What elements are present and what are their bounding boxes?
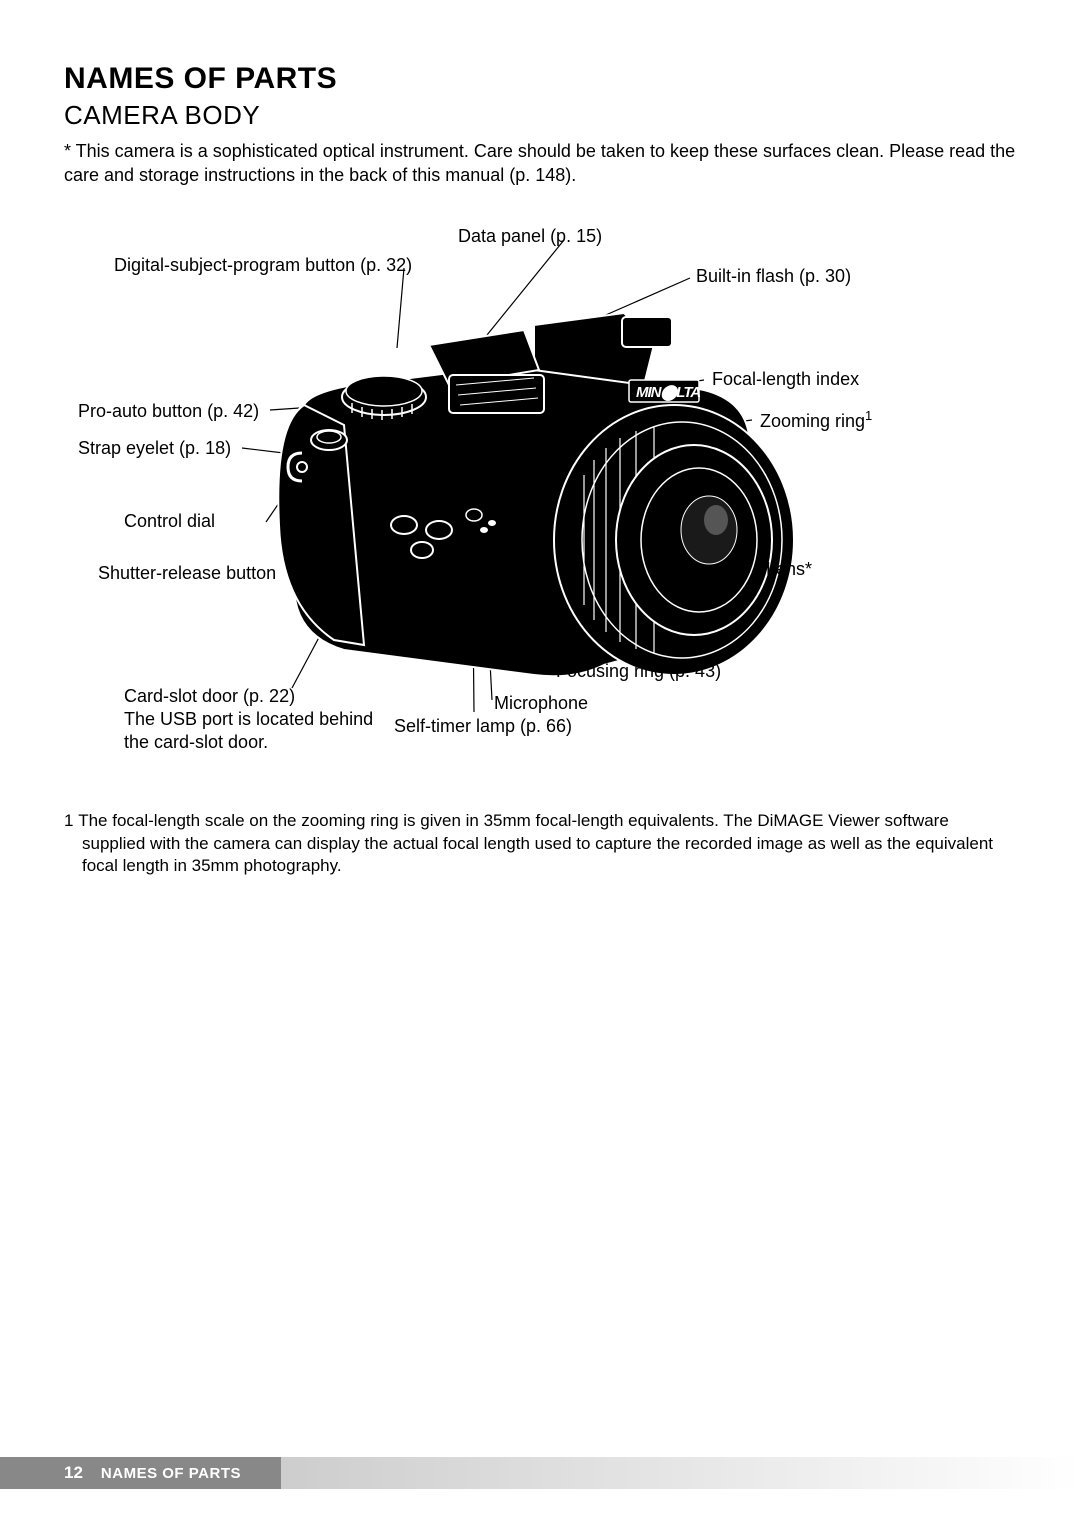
label-dsp-button: Digital-subject-program button (p. 32) (114, 254, 412, 277)
camera-diagram: MIN⬤LTA Data panel (p. 15) Digital-subje… (64, 210, 1016, 770)
label-built-in-flash: Built-in flash (p. 30) (696, 265, 851, 288)
label-focal-length-index: Focal-length index (712, 368, 859, 391)
page-subtitle: CAMERA BODY (64, 100, 1016, 131)
label-shutter-release: Shutter-release button (98, 562, 276, 585)
footnote: 1 The focal-length scale on the zooming … (64, 810, 1016, 879)
label-pro-auto: Pro-auto button (p. 42) (78, 400, 259, 423)
label-control-dial: Control dial (124, 510, 215, 533)
label-lens: Lens* (766, 558, 812, 581)
intro-text: * This camera is a sophisticated optical… (64, 139, 1016, 188)
label-zooming-ring: Zooming ring1 (760, 408, 872, 433)
footer-bar: 12 NAMES OF PARTS (0, 1457, 1080, 1489)
footer-section-name: NAMES OF PARTS (101, 1465, 241, 1482)
label-focusing-ring: Focusing ring (p. 43) (556, 660, 721, 683)
label-strap-eyelet: Strap eyelet (p. 18) (78, 437, 231, 460)
label-self-timer: Self-timer lamp (p. 66) (394, 715, 572, 738)
label-microphone: Microphone (494, 692, 588, 715)
page-title: NAMES OF PARTS (64, 62, 1016, 96)
label-card-slot: Card-slot door (p. 22) The USB port is l… (124, 685, 384, 755)
footer-page-number: 12 (64, 1463, 83, 1483)
svg-text:MIN⬤LTA: MIN⬤LTA (636, 384, 700, 402)
label-data-panel: Data panel (p. 15) (458, 225, 602, 248)
